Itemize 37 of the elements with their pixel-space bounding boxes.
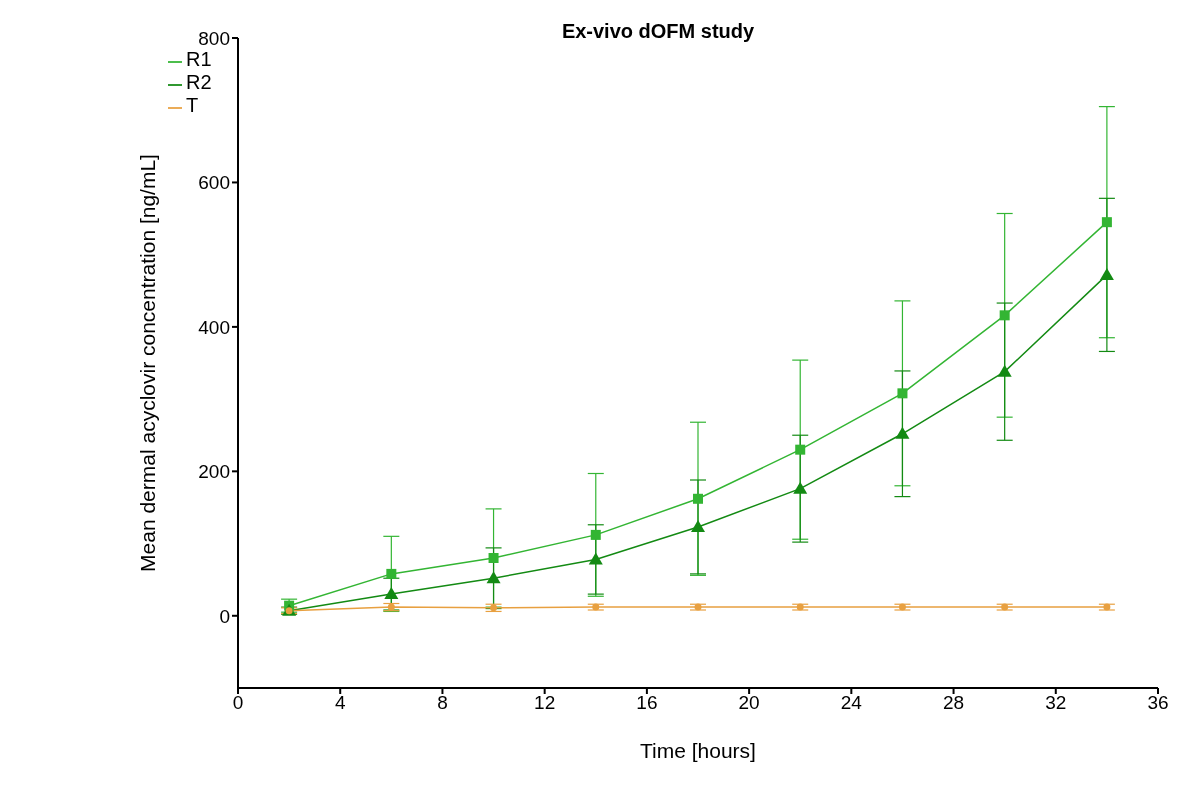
x-tick-label: 12 — [534, 692, 556, 714]
chart-title: Ex-vivo dOFM study — [561, 20, 755, 42]
x-tick-label: 0 — [232, 692, 244, 714]
y-axis-title: Mean dermal acyclovir concentration [ng/mL] — [136, 154, 160, 572]
point — [895, 426, 910, 439]
x-tick-label: 4 — [334, 692, 346, 714]
x-tick-label: 16 — [636, 692, 658, 714]
point — [691, 519, 705, 532]
point — [384, 587, 399, 600]
point — [795, 444, 806, 455]
x-tick-label: 8 — [437, 692, 448, 714]
point — [897, 388, 908, 399]
legend-label: R1 — [186, 48, 212, 70]
point — [386, 568, 397, 579]
point — [693, 493, 703, 504]
x-tick-label: 20 — [738, 692, 760, 714]
legend-label: R2 — [186, 71, 212, 93]
point — [999, 310, 1010, 321]
y-tick-label: 200 — [198, 461, 230, 483]
x-tick-label: 24 — [840, 692, 863, 714]
y-tick-label: 600 — [198, 172, 230, 194]
x-axis-title: Time [hours] — [640, 739, 756, 762]
point — [588, 552, 603, 565]
legend-label: T — [186, 94, 199, 116]
point — [486, 571, 501, 584]
y-tick-label: 800 — [198, 27, 230, 49]
point — [793, 481, 808, 494]
x-tick-label: 28 — [942, 692, 965, 714]
point — [1101, 217, 1112, 228]
point — [488, 553, 499, 563]
y-tick-label: 400 — [198, 316, 230, 338]
x-tick-label: 36 — [1147, 692, 1169, 714]
point — [997, 364, 1012, 377]
point — [1099, 267, 1114, 280]
point — [590, 529, 601, 540]
x-tick-label: 32 — [1045, 692, 1067, 714]
y-tick-label: 0 — [219, 605, 230, 627]
